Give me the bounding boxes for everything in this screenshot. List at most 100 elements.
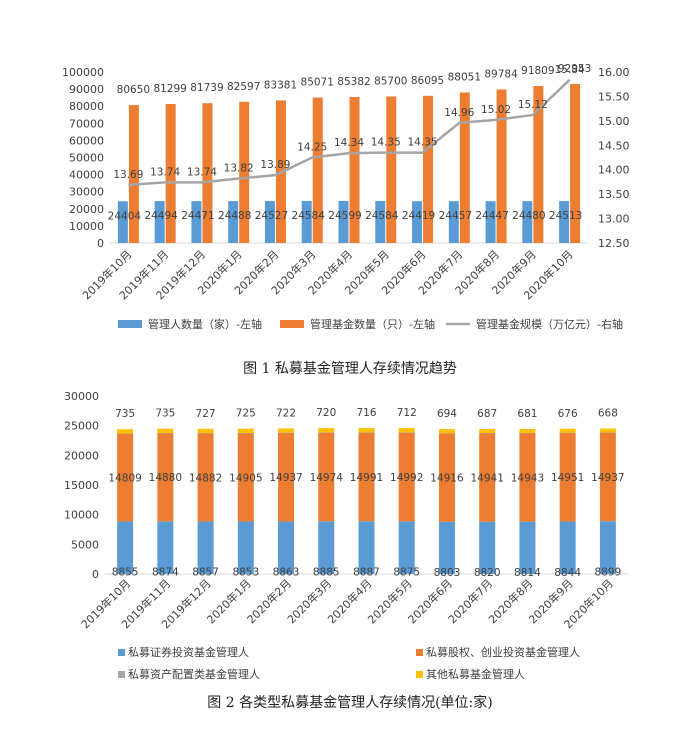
- chart2-bar-segment: [559, 521, 576, 574]
- chart1-bar-funds: [423, 95, 434, 243]
- chart2-label-securities: 8875: [393, 567, 420, 579]
- chart2-ytick: 15000: [64, 479, 99, 492]
- chart2-label-other: 687: [477, 408, 497, 420]
- chart2-bar-segment: [157, 428, 174, 434]
- chart2-bar-segment: [599, 521, 616, 574]
- chart1-bar-managers: [485, 201, 496, 243]
- chart1-bar-managers: [117, 201, 128, 243]
- chart1-ytick-right: 15.50: [598, 90, 630, 103]
- chart1-label-funds: 85382: [337, 76, 370, 88]
- chart1-ytick-left: 30000: [69, 186, 104, 199]
- chart2-label-securities: 8874: [152, 567, 179, 579]
- chart2-label-other: 712: [397, 407, 417, 419]
- chart2-bar-segment: [358, 521, 375, 574]
- chart2-bar-segment: [438, 433, 455, 522]
- chart2-label-other: 720: [316, 407, 336, 419]
- chart1-bar-funds: [239, 101, 250, 244]
- chart2-bar-segment: [479, 521, 496, 574]
- chart1-legend-swatch: [280, 320, 304, 328]
- chart2-label-pe: 14882: [189, 472, 222, 484]
- chart2-label-pe: 14937: [269, 472, 302, 484]
- chart1-bar-funds: [496, 89, 507, 243]
- chart1-bar-managers: [191, 201, 202, 243]
- chart1-bar-managers: [559, 201, 570, 243]
- chart1-ytick-right: 13.00: [598, 213, 630, 226]
- chart2-label-pe: 14880: [149, 472, 182, 484]
- chart1-bar-managers: [301, 200, 312, 243]
- chart2-bar-segment: [559, 432, 576, 434]
- chart1-bar-managers: [448, 201, 459, 243]
- chart2-bar-segment: [157, 433, 174, 434]
- chart2-label-securities: 8814: [514, 567, 541, 579]
- chart1-label-scale: 14.96: [444, 107, 474, 119]
- chart2-bar-segment: [117, 521, 134, 574]
- chart2-bar-segment: [197, 428, 214, 434]
- chart1-label-scale: 13.89: [260, 159, 290, 171]
- chart2-bar-segment: [398, 428, 415, 433]
- chart1-label-managers: 24419: [402, 210, 435, 222]
- chart1-label-funds: 86095: [411, 75, 444, 87]
- chart2-label-pe: 14916: [430, 473, 464, 485]
- chart2-label-other: 727: [196, 408, 216, 420]
- chart1-label-managers: 24457: [439, 210, 472, 222]
- chart2-label-pe: 14951: [551, 472, 584, 484]
- chart2-label-securities: 8857: [192, 567, 219, 579]
- chart2-label-securities: 8820: [474, 567, 501, 579]
- chart2-label-other: 681: [517, 408, 537, 420]
- chart2-bar-segment: [117, 433, 134, 435]
- chart1-label-managers: 24480: [512, 210, 545, 222]
- chart2-bar-segment: [318, 432, 335, 433]
- chart1-ytick-left: 70000: [69, 117, 104, 130]
- chart1-label-scale: 14.34: [334, 137, 364, 149]
- chart1-label-scale: 15.02: [481, 104, 511, 116]
- chart2-legend-label: 私募股权、创业投资基金管理人: [426, 645, 580, 659]
- chart2-bar-segment: [318, 521, 335, 574]
- chart1-bar-managers: [412, 201, 423, 243]
- chart2-bar-segment: [358, 432, 375, 522]
- chart1-bar-funds: [128, 105, 139, 243]
- chart2-bar-segment: [479, 428, 496, 433]
- chart1-label-funds: 85071: [301, 77, 334, 89]
- chart2-label-securities: 8803: [434, 567, 461, 579]
- chart1-ytick-left: 60000: [69, 134, 104, 147]
- chart1-legend-label: 管理人数量（家）-左轴: [148, 317, 262, 331]
- chart2-bar-segment: [599, 432, 616, 522]
- chart2-bar-segment: [398, 432, 415, 433]
- chart2-label-securities: 8853: [232, 567, 259, 579]
- chart2-label-securities: 8844: [554, 567, 581, 579]
- chart2-legend-swatch: [416, 649, 423, 656]
- chart2-label-pe: 14941: [470, 472, 503, 484]
- chart2-legend-swatch: [118, 649, 125, 656]
- chart1-label-managers: 24471: [181, 210, 214, 222]
- chart1-label-managers: 24527: [255, 210, 288, 222]
- chart2-bar-segment: [398, 521, 415, 574]
- chart2-label-other: 735: [155, 408, 175, 420]
- chart2-label-other: 676: [558, 408, 578, 420]
- chart1-bar-funds: [459, 92, 470, 243]
- chart2-label-pe: 14992: [390, 472, 423, 484]
- chart1-label-funds: 81299: [153, 83, 186, 95]
- chart1-bar-managers: [338, 200, 349, 243]
- chart1-legend-label: 管理基金规模（万亿元）-右轴: [476, 317, 623, 331]
- chart2-ytick: 25000: [64, 420, 99, 433]
- chart2-bar-segment: [559, 428, 576, 433]
- chart2-bar-segment: [278, 428, 295, 433]
- chart2-bar-segment: [519, 433, 536, 522]
- chart2-bar-segment: [237, 433, 254, 434]
- chart2-label-pe: 14809: [108, 473, 141, 485]
- chart1-label-scale: 14.25: [297, 142, 327, 154]
- chart2-bar-segment: [197, 433, 214, 522]
- chart1-label-funds: 92953: [558, 63, 591, 75]
- chart2-label-other: 725: [236, 408, 256, 420]
- chart2-label-securities: 8855: [112, 567, 139, 579]
- chart1-label-managers: 24404: [108, 210, 142, 222]
- chart1-label-funds: 91809: [521, 65, 554, 77]
- chart1-bar-managers: [228, 201, 239, 243]
- chart1-ytick-right: 13.50: [598, 188, 630, 201]
- chart2-bar-segment: [519, 428, 536, 433]
- chart2-bar-segment: [519, 432, 536, 434]
- chart1-bar-funds: [312, 97, 323, 243]
- chart2-label-securities: 8863: [273, 567, 300, 579]
- chart1-bar-funds: [386, 96, 397, 243]
